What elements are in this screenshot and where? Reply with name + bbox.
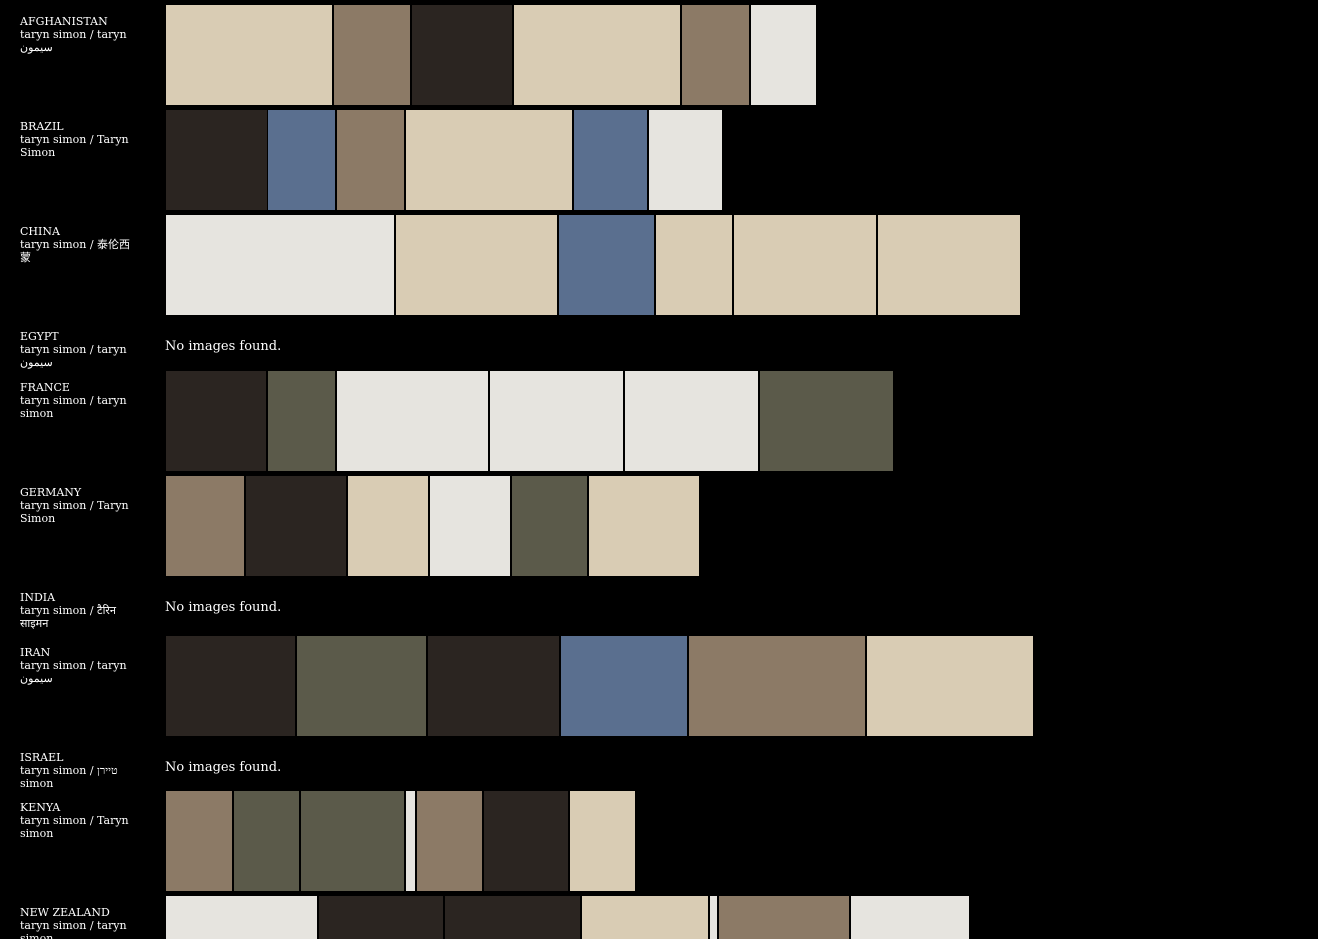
no-images-message: No images found. <box>165 600 282 615</box>
row-label: EGYPT taryn simon / taryn سیمون <box>20 330 140 369</box>
query: taryn simon / Taryn Simon <box>20 499 129 525</box>
image-thumbnail[interactable] <box>561 636 687 736</box>
row-label: AFGHANISTAN taryn simon / taryn سیمون <box>20 15 140 54</box>
image-thumbnail[interactable] <box>234 791 299 891</box>
image-thumbnail[interactable] <box>166 110 267 210</box>
image-thumbnail[interactable] <box>760 371 893 471</box>
image-thumbnail[interactable] <box>268 371 335 471</box>
image-thumbnail[interactable] <box>445 896 580 939</box>
image-thumbnail[interactable] <box>559 215 654 315</box>
image-thumbnail[interactable] <box>514 5 680 105</box>
row-label: ISRAEL taryn simon / טיירן simon <box>20 751 140 790</box>
image-thumbnail[interactable] <box>301 791 404 891</box>
image-thumbnail[interactable] <box>512 476 587 576</box>
query: taryn simon / taryn simon <box>20 919 127 939</box>
image-thumbnail[interactable] <box>719 896 849 939</box>
image-thumbnail[interactable] <box>484 791 568 891</box>
country: KENYA <box>20 801 61 814</box>
country: IRAN <box>20 646 51 659</box>
image-thumbnail[interactable] <box>319 896 443 939</box>
country: GERMANY <box>20 486 82 499</box>
row-label: FRANCE taryn simon / taryn simon <box>20 381 140 420</box>
country: FRANCE <box>20 381 70 394</box>
country: BRAZIL <box>20 120 64 133</box>
query: taryn simon / טיירן simon <box>20 764 118 790</box>
country: INDIA <box>20 591 56 604</box>
image-thumbnail[interactable] <box>682 5 749 105</box>
image-thumbnail[interactable] <box>710 896 717 939</box>
image-thumbnail[interactable] <box>430 476 510 576</box>
query: taryn simon / taryn سیمون <box>20 343 127 369</box>
query: taryn simon / taryn simon <box>20 394 127 420</box>
image-thumbnail[interactable] <box>734 215 876 315</box>
image-thumbnail[interactable] <box>268 110 335 210</box>
image-thumbnail[interactable] <box>582 896 708 939</box>
image-thumbnail[interactable] <box>574 110 647 210</box>
image-thumbnail[interactable] <box>490 371 623 471</box>
country: CHINA <box>20 225 60 238</box>
row-label: KENYA taryn simon / Taryn simon <box>20 801 140 840</box>
image-thumbnail[interactable] <box>589 476 699 576</box>
image-thumbnail[interactable] <box>166 476 244 576</box>
query: taryn simon / taryn سیمون <box>20 28 127 54</box>
country: EGYPT <box>20 330 59 343</box>
query: taryn simon / Taryn simon <box>20 814 129 840</box>
image-thumbnail[interactable] <box>751 5 816 105</box>
query: taryn simon / Taryn Simon <box>20 133 129 159</box>
no-images-message: No images found. <box>165 339 282 354</box>
image-thumbnail[interactable] <box>570 791 635 891</box>
image-thumbnail[interactable] <box>417 791 482 891</box>
row-label: CHINA taryn simon / 泰伦西蒙 <box>20 225 140 264</box>
image-thumbnail[interactable] <box>878 215 1020 315</box>
country: AFGHANISTAN <box>20 15 108 28</box>
image-thumbnail[interactable] <box>406 110 572 210</box>
image-thumbnail[interactable] <box>337 371 488 471</box>
row-label: BRAZIL taryn simon / Taryn Simon <box>20 120 140 159</box>
image-thumbnail[interactable] <box>166 215 394 315</box>
image-thumbnail[interactable] <box>297 636 426 736</box>
query: taryn simon / 泰伦西蒙 <box>20 238 131 264</box>
image-thumbnail[interactable] <box>396 215 557 315</box>
query: taryn simon / taryn سیمون <box>20 659 127 685</box>
image-thumbnail[interactable] <box>166 896 317 939</box>
image-thumbnail[interactable] <box>649 110 722 210</box>
row-label: GERMANY taryn simon / Taryn Simon <box>20 486 140 525</box>
image-thumbnail[interactable] <box>406 791 415 891</box>
no-images-message: No images found. <box>165 760 282 775</box>
image-thumbnail[interactable] <box>625 371 758 471</box>
row-label: IRAN taryn simon / taryn سیمون <box>20 646 140 685</box>
image-thumbnail[interactable] <box>348 476 428 576</box>
row-label: NEW ZEALAND taryn simon / taryn simon <box>20 906 140 939</box>
image-thumbnail[interactable] <box>334 5 410 105</box>
image-thumbnail[interactable] <box>428 636 559 736</box>
image-thumbnail[interactable] <box>851 896 969 939</box>
image-thumbnail[interactable] <box>246 476 346 576</box>
image-thumbnail[interactable] <box>656 215 732 315</box>
image-thumbnail[interactable] <box>166 636 295 736</box>
image-thumbnail[interactable] <box>166 791 232 891</box>
image-thumbnail[interactable] <box>337 110 404 210</box>
image-thumbnail[interactable] <box>166 5 332 105</box>
image-thumbnail[interactable] <box>412 5 512 105</box>
image-thumbnail[interactable] <box>867 636 1033 736</box>
image-thumbnail[interactable] <box>689 636 865 736</box>
country: NEW ZEALAND <box>20 906 110 919</box>
query: taryn simon / टैरिन साइमन <box>20 604 117 630</box>
country: ISRAEL <box>20 751 64 764</box>
image-thumbnail[interactable] <box>166 371 266 471</box>
row-label: INDIA taryn simon / टैरिन साइमन <box>20 591 140 630</box>
